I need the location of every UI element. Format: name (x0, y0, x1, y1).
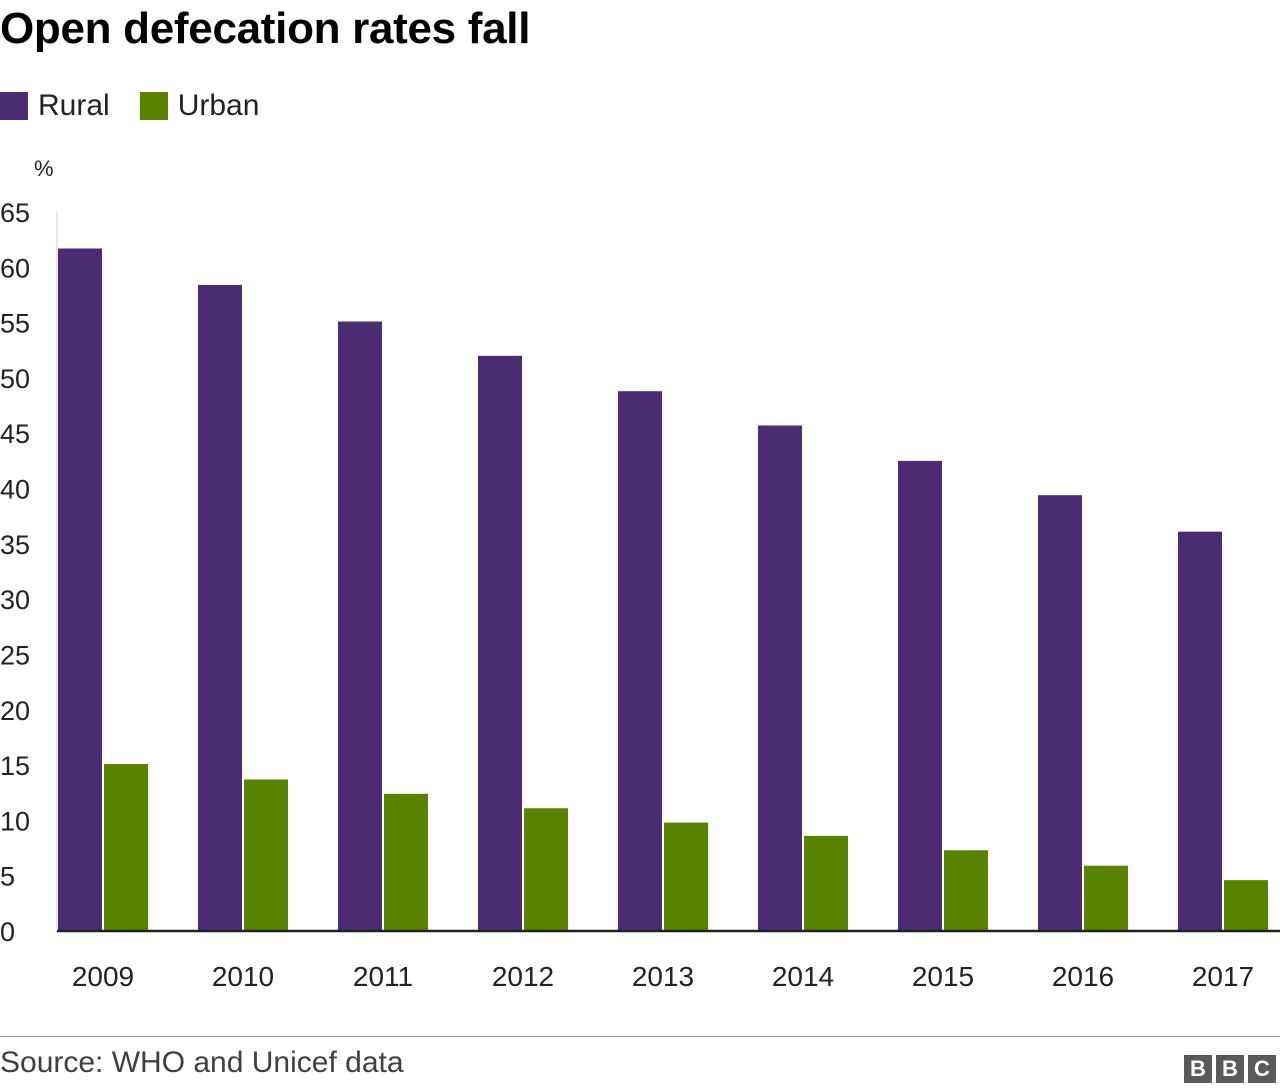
y-tick-label-35: 35 (0, 530, 30, 560)
x-tick-label-2012: 2012 (492, 961, 554, 992)
footer-divider (0, 1036, 1280, 1037)
y-tick-label-60: 60 (0, 253, 30, 283)
bar-chart: % 0 5 10 15 20 25 30 35 40 45 50 55 60 65 2009 2010 2011 2… (0, 156, 1280, 992)
y-axis-unit-label: % (34, 156, 54, 181)
bar-urban-2011 (384, 793, 428, 931)
x-tick-label-2017: 2017 (1192, 961, 1254, 992)
bar-rural-2017 (1178, 531, 1222, 931)
x-tick-label-2014: 2014 (772, 961, 834, 992)
bar-rural-2011 (338, 321, 382, 931)
bar-rural-2014 (758, 425, 802, 931)
y-tick-label-40: 40 (0, 475, 30, 505)
x-tick-label-2016: 2016 (1052, 961, 1114, 992)
bar-rural-2015 (898, 460, 942, 931)
legend-item-rural: Rural (0, 89, 110, 123)
y-tick-label-25: 25 (0, 640, 30, 670)
bar-urban-2015 (944, 850, 988, 931)
x-tick-label-2013: 2013 (632, 961, 694, 992)
bar-rural-2009 (58, 248, 102, 932)
bar-urban-2016 (1084, 865, 1128, 931)
x-tick-label-2009: 2009 (72, 961, 134, 992)
source-note: Source: WHO and Unicef data (0, 1046, 404, 1079)
bar-urban-2014 (804, 835, 848, 931)
y-tick-label-5: 5 (0, 862, 15, 892)
y-tick-label-15: 15 (0, 751, 30, 781)
legend-item-urban: Urban (139, 89, 260, 123)
bar-rural-2012 (478, 355, 522, 931)
bar-urban-2009 (104, 763, 148, 931)
bar-rural-2016 (1038, 495, 1082, 931)
legend-swatch-urban (139, 92, 168, 120)
y-tick-label-65: 65 (0, 198, 30, 228)
bar-urban-2010 (244, 779, 288, 931)
x-tick-label-2011: 2011 (353, 961, 413, 992)
logo-block-c: C (1248, 1055, 1276, 1083)
x-tick-label-2010: 2010 (212, 961, 274, 992)
y-tick-label-55: 55 (0, 309, 30, 339)
legend: Rural Urban (0, 88, 289, 124)
logo-block-b2: B (1216, 1055, 1244, 1083)
legend-label-rural: Rural (38, 89, 110, 122)
y-tick-label-50: 50 (0, 364, 30, 394)
bar-rural-2013 (618, 391, 662, 932)
bar-urban-2012 (524, 808, 568, 931)
legend-swatch-rural (0, 92, 28, 120)
legend-label-urban: Urban (177, 89, 260, 122)
y-tick-label-30: 30 (0, 585, 30, 615)
logo-block-b1: B (1184, 1055, 1212, 1083)
y-tick-label-45: 45 (0, 419, 30, 449)
bar-urban-2013 (664, 822, 708, 931)
bar-rural-2010 (198, 285, 242, 931)
y-tick-label-0: 0 (0, 917, 15, 947)
bbc-logo: B B C (1184, 1055, 1276, 1083)
bar-urban-2017 (1224, 880, 1268, 931)
x-tick-label-2015: 2015 (912, 961, 974, 992)
y-tick-label-10: 10 (0, 806, 30, 836)
y-tick-label-20: 20 (0, 696, 30, 726)
chart-title: Open defecation rates fall (0, 4, 531, 53)
